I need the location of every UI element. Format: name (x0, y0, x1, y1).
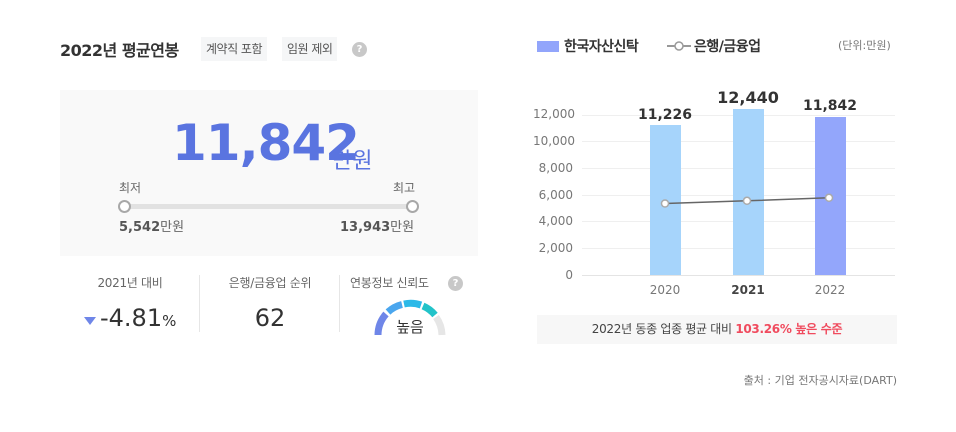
reliability-label: 연봉정보 신뢰도 (350, 276, 429, 290)
question-icon[interactable]: ? (448, 276, 463, 291)
line-point-2020 (660, 199, 670, 208)
max-value-number: 13,943 (340, 220, 391, 235)
yoy-label: 2021년 대비 (97, 276, 163, 290)
bar-label-2020: 11,226 (637, 107, 693, 123)
unit-note: (단위:만원) (838, 39, 891, 52)
legend-line-marker-icon (667, 41, 691, 51)
y-tick: 12,000 (533, 107, 575, 121)
yoy-number: -4.81 (100, 304, 163, 332)
max-label: 최고 (393, 181, 416, 195)
average-salary-value: 11,842 (172, 114, 360, 172)
y-tick: 6,000 (538, 188, 573, 202)
line-point-2021 (742, 196, 752, 206)
bar-label-2022: 11,842 (802, 98, 858, 114)
legend-series-company: 한국자산신탁 (564, 39, 639, 55)
question-icon[interactable]: ? (352, 42, 367, 57)
min-label: 최저 (119, 181, 142, 195)
bar-label-2021: 12,440 (717, 88, 779, 107)
salary-range-track (124, 204, 413, 209)
yoy-unit: % (162, 312, 177, 330)
industry-average-line (660, 193, 834, 208)
source-note: 출처 : 기업 전자공시자료(DART) (743, 374, 897, 387)
y-tick: 2,000 (538, 241, 573, 255)
legend-bar-swatch (537, 41, 559, 52)
gridline (582, 275, 895, 276)
tag-executives-excluded: 임원 제외 (282, 37, 338, 61)
yoy-value: -4.81% (100, 304, 176, 332)
bar-2021[interactable] (733, 109, 764, 275)
summary-highlight: 103.26% 높은 수준 (735, 322, 843, 336)
industry-comparison-summary: 2022년 동종 업종 평균 대비 103.26% 높은 수준 (537, 315, 897, 344)
y-tick: 8,000 (538, 161, 573, 175)
reliability-gauge-icon (374, 299, 446, 336)
min-value: 5,542만원 (119, 216, 184, 235)
summary-text: 2022년 동종 업종 평균 대비 (591, 322, 736, 336)
divider (199, 275, 200, 332)
down-arrow-icon (84, 317, 96, 325)
y-tick: 4,000 (538, 214, 573, 228)
max-value-unit: 만원 (390, 220, 415, 235)
min-value-unit: 만원 (160, 220, 185, 235)
tag-contract-included: 계약직 포함 (201, 37, 268, 61)
x-tick-2020: 2020 (649, 283, 681, 297)
x-tick-2022: 2022 (814, 283, 846, 297)
page-title: 2022년 평균연봉 (60, 41, 179, 60)
min-value-number: 5,542 (119, 220, 161, 235)
min-marker (118, 200, 131, 213)
divider (339, 275, 340, 332)
line-point-2022 (824, 193, 834, 203)
reliability-value: 높음 (396, 318, 424, 336)
salary-summary-panel (60, 90, 478, 256)
legend-series-industry: 은행/금융업 (694, 39, 761, 55)
y-tick: 0 (565, 268, 573, 282)
y-tick: 10,000 (533, 134, 575, 148)
max-marker (406, 200, 419, 213)
rank-value: 62 (254, 304, 286, 332)
average-salary-unit: 만원 (332, 149, 373, 174)
x-tick-2021: 2021 (731, 283, 765, 297)
max-value: 13,943만원 (340, 216, 414, 235)
rank-label: 은행/금융업 순위 (228, 276, 312, 290)
